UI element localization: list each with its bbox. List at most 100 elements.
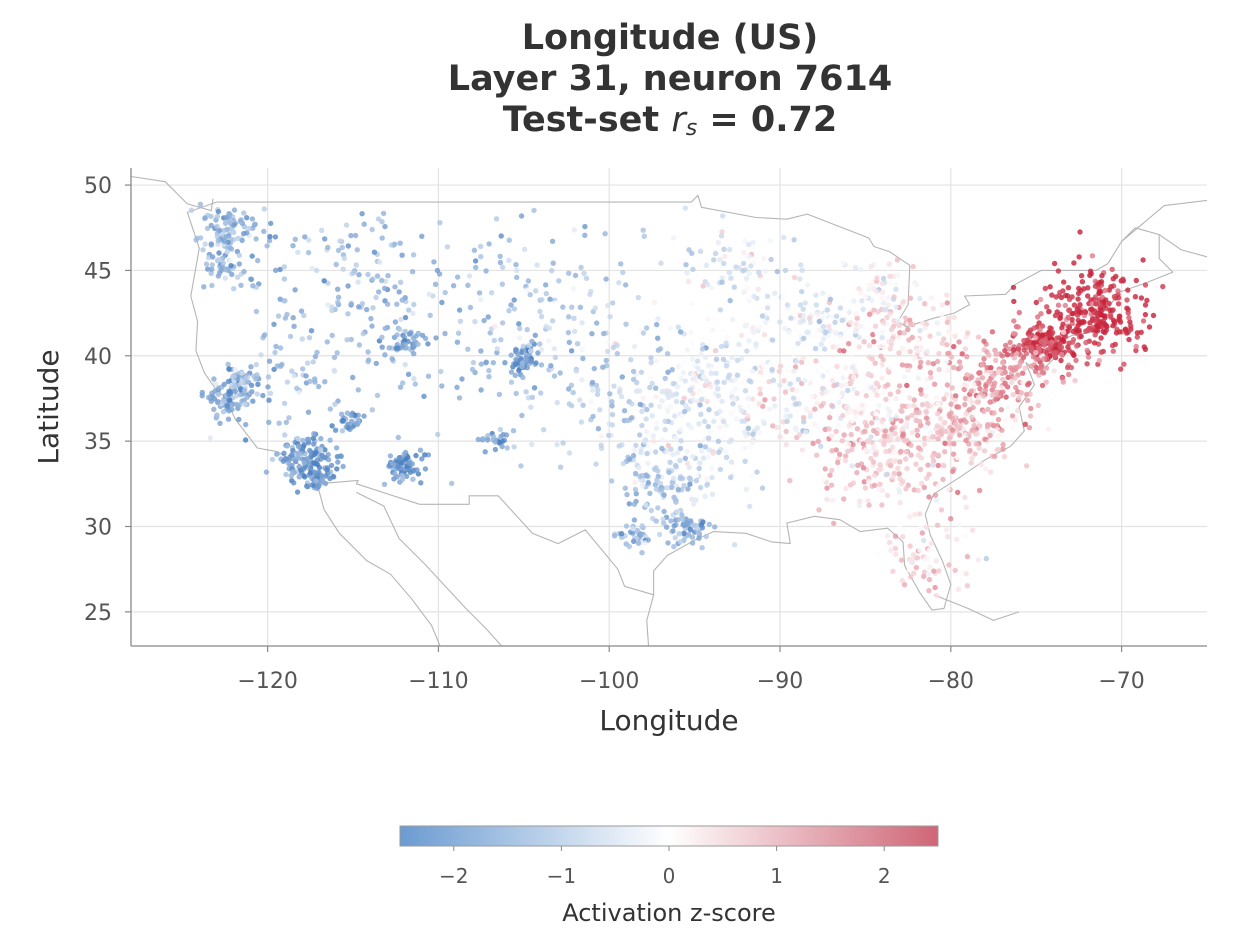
data-point xyxy=(415,341,421,347)
data-point xyxy=(1031,340,1037,346)
data-point xyxy=(816,318,822,325)
data-point xyxy=(953,393,959,399)
data-point xyxy=(486,241,492,247)
data-point xyxy=(340,463,346,470)
data-point xyxy=(335,294,342,300)
data-point xyxy=(314,267,320,274)
data-point xyxy=(713,356,720,362)
data-point xyxy=(927,370,934,376)
data-point xyxy=(653,394,659,400)
data-point xyxy=(1106,300,1112,307)
data-point xyxy=(1011,355,1018,361)
data-point xyxy=(222,220,229,227)
data-point xyxy=(976,487,983,494)
data-point xyxy=(868,385,874,391)
data-point xyxy=(319,454,326,460)
data-point xyxy=(783,428,789,435)
data-point xyxy=(255,381,261,387)
data-point xyxy=(348,232,354,239)
data-point xyxy=(700,283,706,289)
data-point xyxy=(813,292,819,298)
data-point xyxy=(888,416,894,423)
data-point xyxy=(260,392,266,399)
data-point xyxy=(298,308,305,314)
data-point xyxy=(900,534,906,540)
data-point xyxy=(578,419,585,425)
data-point xyxy=(662,375,668,382)
data-point xyxy=(472,318,478,325)
data-point xyxy=(359,301,365,307)
data-point xyxy=(853,278,859,284)
data-point xyxy=(887,364,894,370)
data-point xyxy=(810,333,816,340)
data-point xyxy=(399,472,405,479)
data-point xyxy=(861,339,867,345)
data-point xyxy=(812,406,818,412)
data-point xyxy=(876,343,882,350)
data-point xyxy=(393,345,399,351)
data-point xyxy=(568,348,575,354)
data-point xyxy=(903,456,909,462)
data-point xyxy=(609,403,615,409)
data-point xyxy=(675,486,681,493)
data-point xyxy=(863,293,869,300)
data-point xyxy=(933,497,940,503)
data-point xyxy=(227,257,234,264)
data-point xyxy=(395,434,401,441)
data-point xyxy=(1126,314,1132,321)
data-point xyxy=(919,530,925,536)
data-point xyxy=(224,249,230,255)
data-point xyxy=(307,470,314,476)
data-point xyxy=(715,240,721,246)
data-point xyxy=(979,375,986,381)
data-point xyxy=(439,299,445,306)
data-point xyxy=(578,264,584,271)
data-point xyxy=(899,362,906,368)
data-point xyxy=(506,257,512,264)
data-point xyxy=(955,586,962,592)
data-point xyxy=(432,281,439,287)
data-point xyxy=(689,250,695,256)
data-point xyxy=(900,431,907,437)
data-point xyxy=(298,450,304,457)
data-point xyxy=(1058,351,1065,357)
data-point xyxy=(697,484,704,491)
data-point xyxy=(673,418,679,425)
data-point xyxy=(343,222,350,228)
data-point xyxy=(565,329,572,336)
data-point xyxy=(906,337,912,343)
data-point xyxy=(903,486,909,492)
data-point xyxy=(893,281,899,287)
data-point xyxy=(365,349,371,355)
data-point xyxy=(273,267,279,273)
data-point xyxy=(249,253,255,259)
data-point xyxy=(746,338,752,344)
data-point xyxy=(675,384,681,390)
data-point xyxy=(755,286,761,292)
data-point xyxy=(861,479,867,485)
data-point xyxy=(493,216,500,222)
data-point xyxy=(470,359,477,366)
data-point xyxy=(566,450,573,456)
data-point xyxy=(990,373,996,379)
data-point xyxy=(205,394,212,401)
data-point xyxy=(672,535,678,541)
data-point xyxy=(570,389,576,396)
data-point xyxy=(998,384,1005,391)
data-point xyxy=(871,307,877,313)
data-point xyxy=(723,454,730,460)
data-point xyxy=(498,433,504,440)
data-point xyxy=(543,290,549,297)
data-point xyxy=(639,550,645,556)
data-point xyxy=(604,339,610,345)
data-point xyxy=(214,223,220,229)
data-point xyxy=(236,252,242,258)
data-point xyxy=(879,334,885,341)
data-point xyxy=(1113,273,1119,280)
data-point xyxy=(684,347,691,353)
data-point xyxy=(394,301,400,307)
data-point xyxy=(402,361,408,368)
data-point xyxy=(315,483,322,489)
data-point xyxy=(524,287,530,293)
data-point xyxy=(711,257,717,263)
